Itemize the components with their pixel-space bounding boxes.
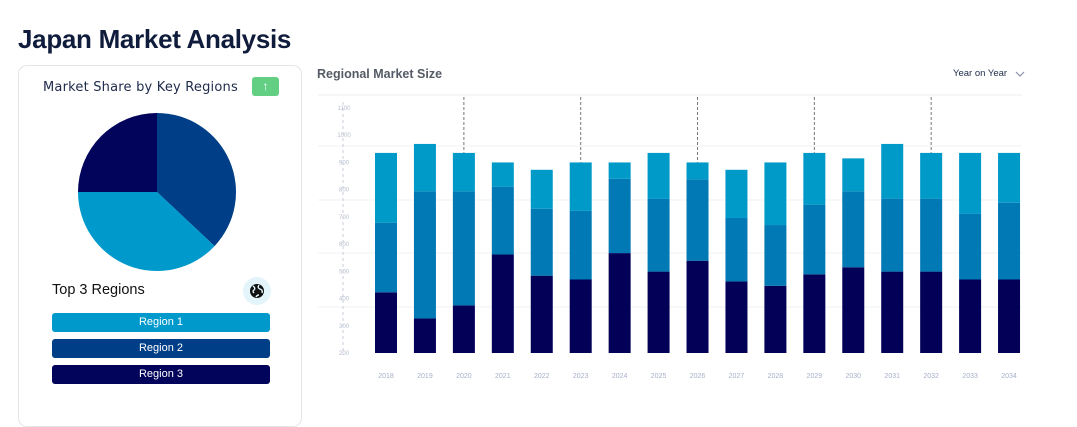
bar-segment [842, 191, 865, 268]
bar-segment [452, 305, 475, 353]
x-tick-label: 2028 [768, 373, 784, 380]
pie-chart [78, 113, 237, 271]
bar-chart: 200 300 400 500 600 700 800 900 1000 1100 2018 2019… [318, 94, 1022, 380]
bar-segment [998, 152, 1021, 203]
x-tick-label: 2024 [612, 373, 628, 380]
bar-segment [764, 285, 787, 353]
bar-segment [764, 225, 787, 286]
bar-segment [959, 279, 982, 353]
bar-segment [920, 271, 943, 353]
bar-segment [647, 271, 670, 353]
y-tick-label: 1100 [338, 106, 352, 112]
bar-segment [569, 210, 592, 280]
bar-segment [491, 254, 514, 353]
bar-segment [647, 152, 670, 199]
bar-segment [530, 208, 553, 276]
region-1-button[interactable]: Region 1 [52, 313, 270, 332]
x-tick-label: 2029 [807, 373, 823, 380]
bar-segment [959, 152, 982, 214]
pie-slice [157, 113, 237, 247]
bar-segment [569, 162, 592, 211]
x-tick-label: 2019 [417, 373, 433, 380]
bar-segment [413, 143, 436, 192]
x-tick-label: 2023 [573, 373, 589, 380]
x-tick-label: 2022 [534, 373, 550, 380]
bar-segment [608, 178, 631, 254]
chevron-down-icon [1015, 71, 1025, 77]
bar-segment [491, 162, 514, 187]
arrow-up-icon: ↑ [262, 79, 269, 93]
bar-segment [998, 279, 1021, 353]
globe-icon [250, 284, 264, 298]
x-tick-label: 2021 [495, 373, 511, 380]
y-tick-label: 800 [339, 188, 350, 194]
bar-segment [725, 281, 748, 353]
bar-segment [842, 158, 865, 192]
globe-button[interactable] [243, 277, 271, 305]
x-tick-label: 2034 [1001, 373, 1017, 380]
bar-segment [608, 253, 631, 353]
x-tick-label: 2027 [729, 373, 745, 380]
pie-slice [78, 113, 157, 192]
bar-segment [608, 162, 631, 179]
bar-segment [881, 198, 904, 272]
bar-segment [725, 169, 748, 218]
y-tick-label: 1000 [337, 133, 351, 139]
bar-segment [375, 292, 397, 353]
bar-segment [920, 198, 943, 272]
y-tick-label: 300 [339, 324, 350, 330]
y-tick-label: 400 [339, 297, 350, 303]
pie-slice [78, 192, 215, 271]
y-tick-label: 700 [339, 215, 350, 221]
bar-chart-title: Regional Market Size [317, 67, 443, 81]
bar-segment [530, 275, 553, 353]
bar-segment [413, 191, 436, 319]
y-tick-label: 200 [339, 351, 350, 357]
bar-segment [998, 202, 1021, 280]
bar-segment [452, 152, 475, 192]
x-tick-label: 2018 [378, 373, 394, 380]
bar-segment [686, 260, 709, 353]
bar-segment [842, 267, 865, 353]
bar-segment [764, 162, 787, 226]
bar-segment [920, 152, 943, 199]
x-tick-label: 2032 [923, 373, 939, 380]
x-tick-label: 2020 [456, 373, 472, 380]
bar-segment [959, 213, 982, 280]
bar-segment [881, 143, 904, 199]
bar-segment [881, 271, 904, 353]
y-tick-label: 500 [339, 269, 350, 275]
bar-segment [803, 274, 826, 353]
region-3-button[interactable]: Region 3 [52, 365, 270, 384]
bar-segment [647, 198, 670, 272]
x-tick-label: 2025 [651, 373, 667, 380]
bar-segment [375, 222, 397, 293]
top-regions-title: Top 3 Regions [52, 282, 145, 298]
bar-segment [686, 162, 709, 180]
export-button[interactable]: ↑ [252, 77, 279, 96]
period-value: Year on Year [953, 68, 1008, 79]
bar-segment [569, 279, 592, 353]
bar-segment [725, 217, 748, 282]
x-tick-label: 2030 [845, 373, 861, 380]
bar-segment [803, 152, 826, 205]
page-title: Japan Market Analysis [18, 24, 292, 54]
y-tick-label: 600 [339, 242, 350, 248]
bar-segment [413, 318, 436, 353]
x-tick-label: 2033 [962, 373, 978, 380]
market-share-title: Market Share by Key Regions [43, 80, 238, 95]
period-dropdown[interactable]: Year on Year [953, 68, 1025, 79]
bar-segment [686, 179, 709, 261]
x-tick-label: 2026 [690, 373, 706, 380]
bar-segment [530, 169, 553, 209]
region-2-button[interactable]: Region 2 [52, 339, 270, 358]
x-tick-label: 2031 [884, 373, 900, 380]
y-tick-label: 900 [339, 160, 350, 166]
bar-segment [452, 191, 475, 306]
market-share-card: Market Share by Key Regions ↑ Top 3 Regi… [18, 65, 302, 427]
bar-segment [803, 204, 826, 275]
bar-segment [491, 186, 514, 255]
bar-segment [375, 152, 397, 223]
